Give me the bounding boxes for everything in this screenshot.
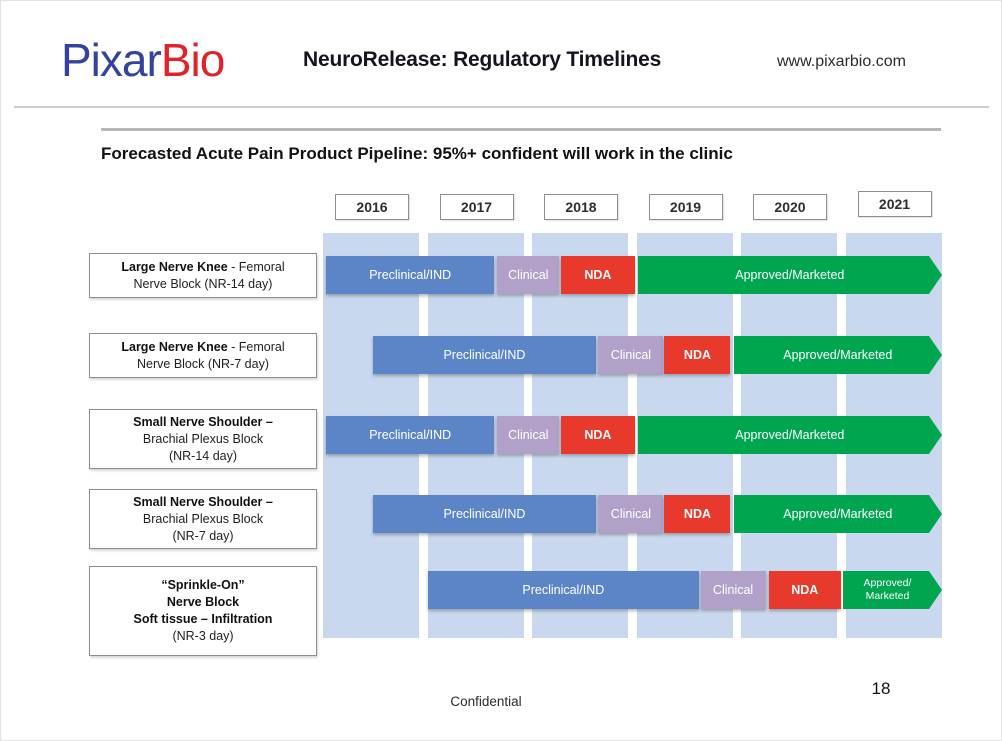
row-label-line: Nerve Block [166,595,240,609]
row-label-line: Small Nerve Shoulder – [133,494,273,509]
row-label-line: (NR-3 day) [172,629,234,643]
logo-pixar: Pixar [61,34,162,86]
gantt-segment-nda: NDA [768,571,841,609]
gantt-segment-clinical: Clinical [598,495,664,533]
logo-bio: Bio [160,34,225,86]
gantt-segment-preclinical: Preclinical/IND [372,495,597,533]
row-label-4: Small Nerve Shoulder – Brachial Plexus Bl… [89,489,317,549]
row-label-1: Large Nerve Knee - Femoral Nerve Block (N… [89,253,317,298]
year-header-2021: 2021 [857,191,932,217]
gantt-segment-clinical: Clinical [497,416,560,454]
gantt-segment-clinical: Clinical [700,571,766,609]
gantt-segment-preclinical: Preclinical/IND [326,256,495,294]
year-header-2018: 2018 [544,194,618,220]
year-header-2019: 2019 [648,194,723,220]
confidential-label: Confidential [450,694,522,709]
gantt-segment-nda: NDA [664,336,731,374]
header-divider-line [14,106,989,108]
gantt-segment-clinical: Clinical [598,336,664,374]
gantt-segment-nda: NDA [561,416,635,454]
row-label-line: Brachial Plexus Block [142,431,264,446]
gantt-segment-preclinical: Preclinical/IND [428,571,699,609]
gantt-segment-approved: Approved/Marketed [638,256,942,294]
row-label-line: Soft tissue – Infiltration [133,612,273,626]
row-label-line: Nerve Block (NR-14 day) [133,276,273,291]
row-label-line: Nerve Block (NR-7 day) [137,356,269,371]
page-number: 18 [871,679,891,698]
row-label-line: Large Nerve Knee - Femoral [121,339,285,354]
gantt-segment-approved: Approved/Marketed [734,336,942,374]
gantt-segment-approved: Approved/ Marketed [843,571,942,609]
gantt-segment-nda: NDA [664,495,731,533]
row-label-2: Large Nerve Knee - Femoral Nerve Block (N… [89,333,317,378]
content-divider-line [101,128,941,131]
row-label-line: (NR-7 day) [172,528,234,543]
year-header-2017: 2017 [439,194,514,220]
year-header-2020: 2020 [753,194,827,220]
row-label-line: (NR-14 day) [168,448,238,463]
gantt-segment-approved: Approved/Marketed [734,495,942,533]
gantt-segment-approved: Approved/Marketed [638,416,942,454]
page-title: NeuroRelease: Regulatory Timelines [303,48,662,71]
gantt-segment-preclinical: Preclinical/IND [372,336,597,374]
gantt-segment-clinical: Clinical [497,256,560,294]
row-label-5: “Sprinkle-On” Nerve Block Soft tissue – In… [89,566,317,656]
chart-title: Forecasted Acute Pain Product Pipeline: … [101,144,733,163]
gantt-segment-nda: NDA [561,256,635,294]
pixarbio-logo: PixarBio [61,33,225,87]
website-url: www.pixarbio.com [777,53,906,70]
year-header-2016: 2016 [335,194,409,220]
row-label-line: Small Nerve Shoulder – [133,414,273,429]
row-label-line: “Sprinkle-On” [161,578,245,592]
row-label-3: Small Nerve Shoulder – Brachial Plexus Bl… [89,409,317,469]
row-label-line: Large Nerve Knee - Femoral [121,259,285,274]
row-label-line: Brachial Plexus Block [142,511,264,526]
gantt-segment-preclinical: Preclinical/IND [326,416,495,454]
